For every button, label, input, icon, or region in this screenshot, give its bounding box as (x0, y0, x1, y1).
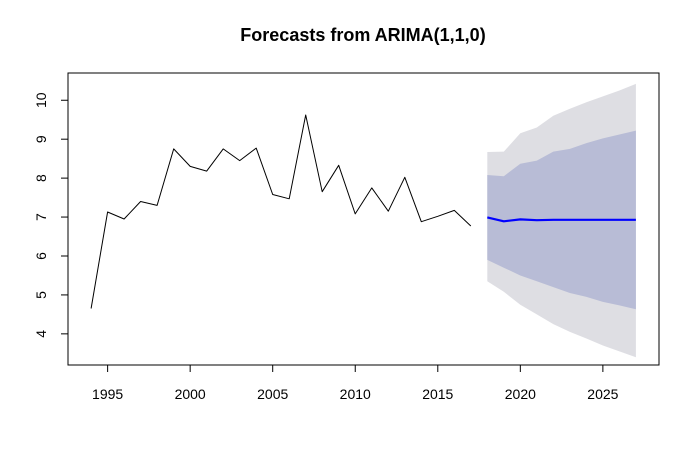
y-axis: 4 5 6 7 8 9 10 (33, 92, 69, 338)
y-tick-label: 7 (33, 213, 49, 221)
x-axis: 1995 2000 2005 2010 2015 2020 2025 (92, 364, 619, 402)
y-tick-label: 5 (33, 291, 49, 299)
x-tick-label: 2025 (587, 386, 618, 402)
y-tick-label: 6 (33, 252, 49, 260)
x-tick-label: 2010 (340, 386, 371, 402)
x-tick-label: 2015 (422, 386, 453, 402)
chart-title: Forecasts from ARIMA(1,1,0) (240, 25, 485, 45)
x-tick-label: 1995 (92, 386, 123, 402)
y-tick-label: 9 (33, 135, 49, 143)
y-tick-label: 4 (33, 330, 49, 338)
series-lines (90, 114, 636, 309)
x-tick-label: 2005 (257, 386, 288, 402)
forecast-line (487, 216, 636, 223)
history-line (90, 114, 472, 309)
y-tick-label: 10 (33, 92, 49, 108)
x-tick-label: 2000 (175, 386, 206, 402)
y-tick-label: 8 (33, 174, 49, 182)
x-tick-label: 2020 (505, 386, 536, 402)
